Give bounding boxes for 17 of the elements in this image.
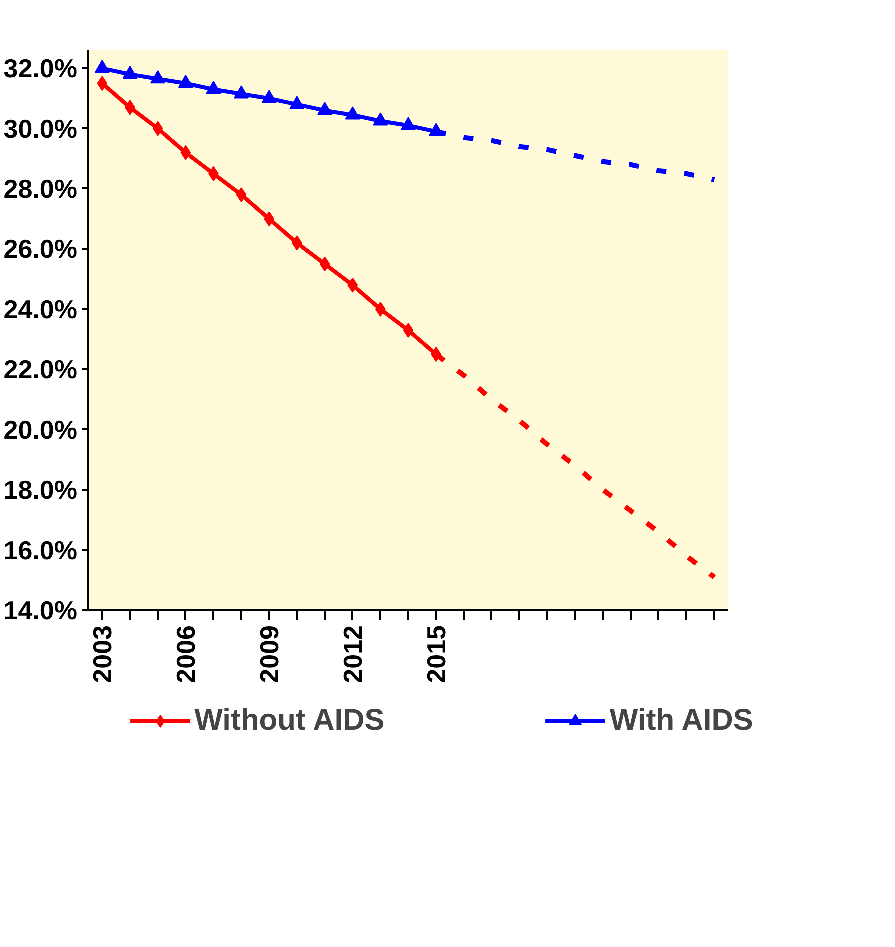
y-tick-label: 28.0% xyxy=(4,174,78,204)
x-tick-label: 2012 xyxy=(338,625,368,684)
y-tick-label: 14.0% xyxy=(4,596,78,626)
y-tick-label: 26.0% xyxy=(4,234,78,264)
y-tick-label: 22.0% xyxy=(4,354,78,385)
y-tick-label: 18.0% xyxy=(4,475,78,506)
legend-label: With AIDS xyxy=(610,704,754,738)
x-tick-label: 2015 xyxy=(421,625,452,684)
x-tick-label: 2006 xyxy=(170,625,201,684)
y-tick-label: 16.0% xyxy=(4,535,78,566)
x-tick-label: 2003 xyxy=(87,625,118,684)
x-tick-label: 2009 xyxy=(254,625,284,684)
legend-label: Without AIDS xyxy=(194,704,385,738)
y-tick-label: 24.0% xyxy=(4,294,78,324)
y-tick-label: 20.0% xyxy=(4,414,78,445)
y-tick-label: 30.0% xyxy=(4,114,78,144)
y-tick-label: 32.0% xyxy=(4,54,78,84)
